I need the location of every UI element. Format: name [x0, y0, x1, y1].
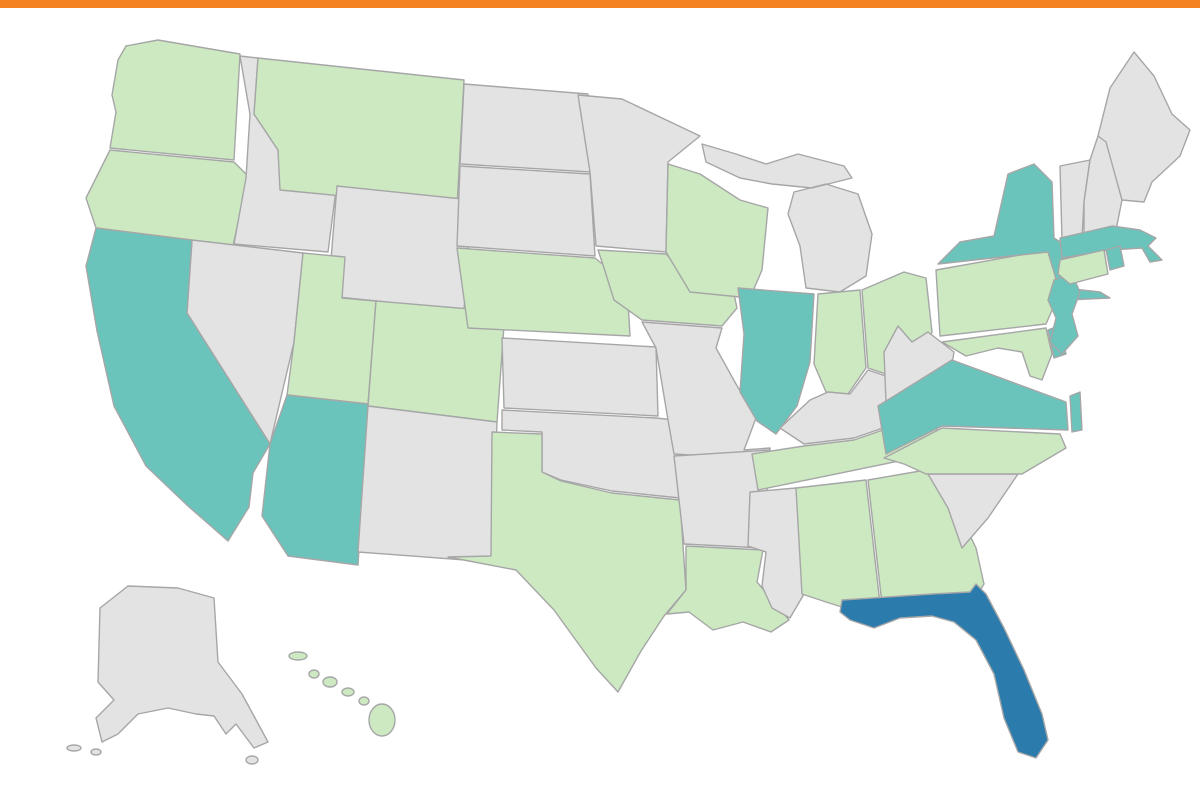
state-alabama[interactable]: [795, 479, 881, 615]
state-washington[interactable]: [109, 39, 241, 161]
state-montana[interactable]: [253, 57, 465, 208]
state-alaska-island[interactable]: [245, 755, 259, 765]
state-hawaii-island[interactable]: [322, 676, 338, 688]
state-alaska[interactable]: [95, 585, 269, 749]
state-arizona[interactable]: [261, 394, 369, 566]
state-hawaii-island[interactable]: [358, 696, 370, 706]
state-florida[interactable]: [839, 583, 1049, 759]
state-vermont[interactable]: [1059, 159, 1091, 241]
state-pennsylvania[interactable]: [935, 249, 1061, 337]
state-louisiana[interactable]: [666, 545, 790, 633]
state-illinois[interactable]: [737, 287, 815, 435]
state-maryland[interactable]: [941, 327, 1053, 381]
state-south-dakota[interactable]: [456, 165, 596, 257]
state-michigan[interactable]: [701, 143, 873, 293]
state-alaska-island[interactable]: [90, 748, 102, 756]
state-wisconsin[interactable]: [665, 163, 769, 299]
top-accent-bar: [0, 0, 1200, 8]
state-alaska-island[interactable]: [66, 744, 82, 752]
state-hawaii-island[interactable]: [288, 651, 308, 661]
state-missouri[interactable]: [641, 321, 771, 461]
state-north-carolina[interactable]: [883, 427, 1067, 475]
state-indiana[interactable]: [813, 289, 867, 395]
state-north-dakota[interactable]: [459, 83, 591, 173]
state-texas[interactable]: [447, 431, 687, 693]
state-hawaii-island[interactable]: [308, 669, 320, 679]
state-connecticut[interactable]: [1057, 249, 1109, 285]
state-new-jersey[interactable]: [1047, 273, 1081, 355]
state-rhode-island[interactable]: [1105, 245, 1125, 271]
state-virginia[interactable]: [877, 359, 1083, 455]
state-wyoming[interactable]: [327, 185, 473, 311]
state-california[interactable]: [85, 227, 271, 542]
state-hawaii-island[interactable]: [341, 687, 355, 697]
state-kansas[interactable]: [501, 337, 659, 417]
state-new-mexico[interactable]: [357, 405, 498, 563]
state-hawaii-island[interactable]: [368, 703, 396, 737]
state-maine[interactable]: [1097, 51, 1191, 203]
